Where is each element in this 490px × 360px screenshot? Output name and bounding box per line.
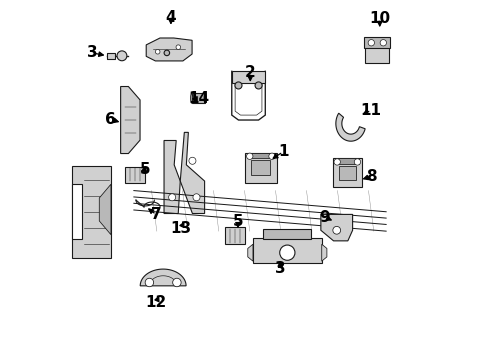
Bar [72, 184, 82, 239]
Polygon shape [121, 86, 140, 153]
Bar [107, 53, 115, 59]
Text: 12: 12 [146, 295, 167, 310]
Polygon shape [322, 244, 327, 261]
Circle shape [368, 40, 374, 46]
Polygon shape [321, 215, 353, 241]
Ellipse shape [204, 93, 206, 103]
Bar [72, 166, 111, 258]
Polygon shape [336, 113, 365, 141]
Polygon shape [140, 269, 186, 286]
Text: 9: 9 [319, 210, 330, 225]
Circle shape [334, 159, 341, 165]
Circle shape [255, 82, 262, 89]
Text: 7: 7 [151, 207, 161, 222]
Polygon shape [99, 184, 111, 235]
Text: 3: 3 [87, 45, 98, 60]
Bar [263, 229, 312, 239]
Bar [366, 47, 389, 63]
Bar [225, 227, 245, 244]
Circle shape [172, 278, 181, 287]
Bar [245, 153, 277, 183]
Polygon shape [164, 140, 180, 213]
Text: 4: 4 [166, 9, 176, 24]
Bar [364, 37, 391, 48]
Text: 14: 14 [188, 91, 209, 106]
Circle shape [269, 153, 275, 159]
Bar [336, 158, 359, 164]
Circle shape [164, 50, 170, 56]
Circle shape [155, 49, 160, 54]
Bar [253, 238, 322, 263]
Circle shape [333, 226, 341, 234]
Text: 3: 3 [275, 261, 286, 276]
Ellipse shape [191, 93, 193, 103]
Bar [339, 166, 356, 180]
Text: 13: 13 [170, 221, 192, 236]
Text: 2: 2 [245, 65, 256, 80]
Text: 8: 8 [366, 169, 377, 184]
Circle shape [145, 278, 154, 287]
Circle shape [280, 245, 295, 260]
Circle shape [380, 40, 387, 46]
Text: 10: 10 [369, 11, 391, 26]
Circle shape [246, 153, 253, 159]
Circle shape [354, 159, 361, 165]
Polygon shape [146, 38, 192, 61]
Bar [248, 153, 273, 158]
Text: 5: 5 [140, 162, 151, 177]
Polygon shape [248, 244, 253, 261]
Polygon shape [180, 132, 205, 213]
Circle shape [235, 82, 242, 89]
Circle shape [176, 45, 181, 49]
Circle shape [189, 157, 196, 164]
Text: 1: 1 [278, 144, 288, 159]
Text: 5: 5 [233, 214, 243, 229]
Bar [251, 160, 270, 175]
Bar [333, 158, 362, 188]
Circle shape [117, 51, 127, 61]
Circle shape [193, 194, 200, 201]
Circle shape [169, 194, 176, 201]
Text: 11: 11 [361, 103, 382, 118]
Bar [232, 71, 265, 83]
Bar [124, 167, 145, 183]
Bar [192, 93, 205, 103]
Text: 6: 6 [105, 112, 116, 127]
